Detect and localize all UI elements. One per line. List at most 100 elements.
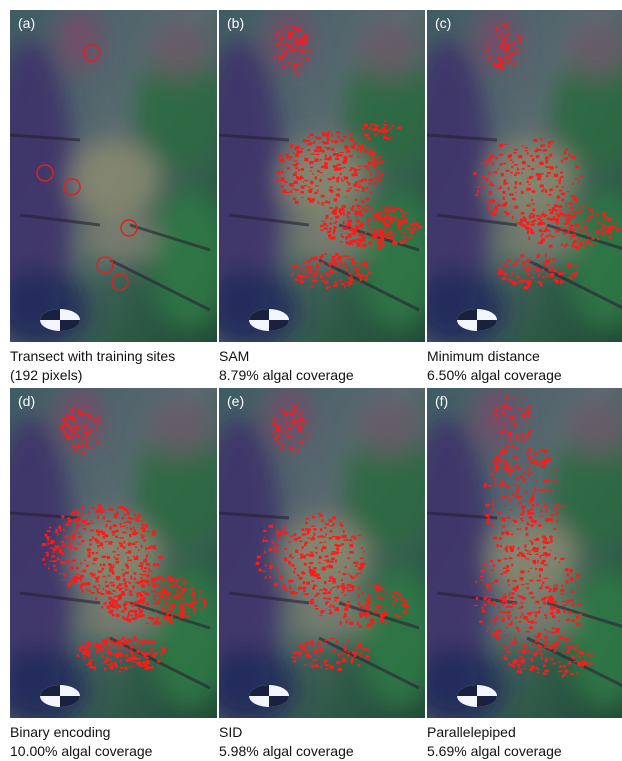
algae-speckle [523, 478, 526, 481]
algae-speckle [289, 423, 291, 424]
algae-speckle [357, 169, 361, 170]
algae-speckle [94, 577, 98, 579]
algae-speckle [512, 546, 515, 548]
algae-speckle [339, 621, 341, 624]
algae-speckle [512, 198, 516, 200]
algae-speckle [159, 575, 161, 577]
algae-speckle [541, 233, 543, 235]
algae-speckle [300, 57, 302, 58]
algae-speckle [273, 437, 277, 439]
algae-speckle [362, 187, 365, 190]
algae-speckle [386, 621, 389, 622]
algae-speckle [383, 212, 385, 213]
algae-speckle [66, 434, 69, 437]
algae-speckle [87, 651, 90, 653]
algae-speckle [493, 603, 496, 605]
algae-speckle [525, 527, 528, 530]
algae-speckle [94, 587, 96, 588]
algae-speckle [320, 615, 323, 616]
algae-speckle [130, 528, 133, 531]
algae-speckle [145, 623, 148, 624]
algae-speckle [530, 231, 533, 233]
algae-speckle [295, 54, 297, 55]
algae-speckle [535, 612, 539, 614]
algae-speckle [100, 564, 102, 566]
algae-speckle [384, 224, 386, 226]
algae-speckle [113, 524, 117, 527]
algae-speckle [609, 236, 612, 239]
algae-speckle [276, 529, 278, 532]
algae-speckle [387, 232, 390, 234]
algae-speckle [539, 587, 542, 590]
algae-speckle [124, 667, 127, 670]
algae-speckle [503, 618, 505, 619]
algae-speckle [141, 567, 143, 570]
algae-speckle [494, 413, 497, 415]
algae-speckle [296, 27, 298, 30]
algae-speckle [524, 150, 528, 151]
algae-speckle [106, 641, 108, 643]
algae-speckle [517, 629, 519, 632]
algae-speckle [339, 152, 343, 153]
algae-speckle [310, 552, 313, 553]
algae-speckle [512, 588, 516, 590]
algae-speckle [330, 222, 332, 225]
algae-speckle [131, 651, 133, 654]
algae-speckle [538, 255, 540, 256]
algae-speckle [274, 55, 276, 58]
algae-speckle [497, 415, 499, 417]
algae-speckle [496, 27, 499, 30]
algae-speckle [301, 44, 305, 46]
algae-speckle [511, 664, 515, 667]
algae-speckle [502, 450, 506, 453]
algae-speckle [393, 209, 396, 211]
algae-speckle [522, 505, 526, 507]
algae-speckle [325, 218, 327, 219]
algae-speckle [551, 646, 554, 648]
algae-speckle [341, 178, 343, 180]
algae-speckle [526, 522, 528, 525]
algae-speckle [98, 531, 101, 533]
algae-speckle [282, 50, 284, 53]
algae-speckle [359, 213, 363, 216]
algae-speckle [540, 219, 543, 221]
algae-speckle [519, 656, 523, 658]
algae-speckle [67, 425, 69, 428]
algae-speckle [315, 258, 318, 259]
algae-speckle [305, 644, 307, 646]
algae-speckle [500, 573, 502, 575]
algae-speckle [524, 645, 528, 646]
algae-speckle [141, 520, 143, 521]
algae-speckle [512, 493, 515, 496]
algae-speckle [499, 598, 503, 600]
algae-speckle [526, 434, 530, 437]
algae-speckle [530, 568, 532, 569]
algae-speckle [548, 489, 552, 491]
algae-speckle [300, 556, 302, 559]
algae-speckle [109, 582, 113, 583]
algae-speckle [131, 660, 133, 662]
algae-speckle [361, 651, 363, 653]
algae-speckle [322, 150, 325, 153]
algae-speckle [275, 549, 279, 552]
algae-speckle [506, 546, 509, 547]
algae-speckle [51, 540, 55, 543]
algae-speckle [295, 154, 299, 157]
algae-speckle [519, 596, 523, 598]
algae-speckle [549, 188, 552, 191]
algae-speckle [543, 480, 547, 483]
algae-speckle [126, 566, 128, 569]
algae-speckle [532, 549, 535, 551]
algae-speckle [302, 646, 306, 649]
algae-speckle [517, 51, 520, 52]
algae-speckle [347, 223, 351, 226]
algae-speckle [133, 661, 136, 662]
algae-speckle [585, 219, 589, 220]
algae-speckle [359, 607, 362, 609]
algae-speckle [543, 214, 547, 216]
algae-speckle [265, 576, 267, 579]
algae-speckle [547, 479, 550, 481]
algae-speckle [499, 611, 502, 613]
algae-speckle [307, 143, 309, 145]
panel-image [427, 10, 622, 342]
